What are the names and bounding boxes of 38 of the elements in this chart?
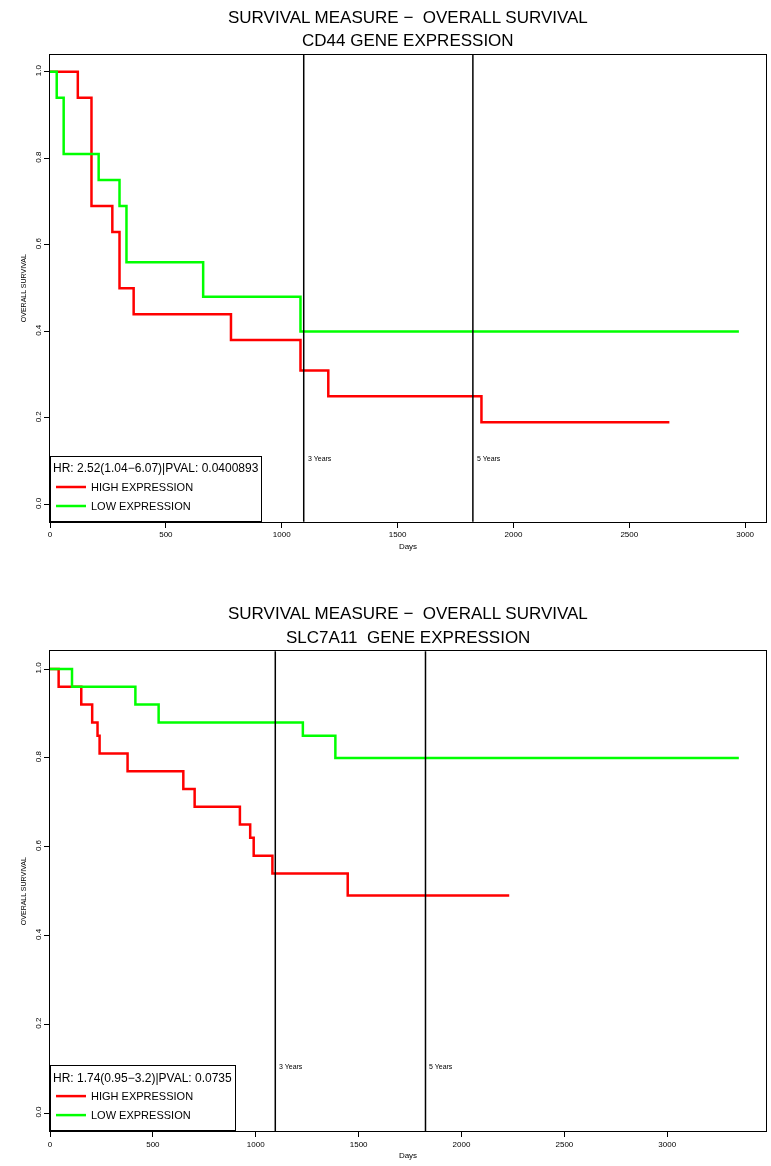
- y-tick-label: 0.0: [33, 497, 43, 509]
- chart-title: SURVIVAL MEASURE − OVERALL SURVIVAL: [228, 8, 588, 27]
- y-tick-label: 0.4: [33, 928, 43, 940]
- y-tick-label: 1.0: [33, 661, 43, 674]
- x-axis-title: Days: [398, 541, 418, 551]
- legend-label: HIGH EXPRESSION: [91, 481, 194, 494]
- y-tick-label: 0.2: [33, 410, 43, 423]
- x-tick-label: 3000: [736, 530, 755, 540]
- y-tick-label: 1.0: [33, 64, 43, 77]
- legend-label: LOW EXPRESSION: [91, 1109, 191, 1122]
- x-tick-label: 2500: [555, 1139, 574, 1149]
- x-tick-label: 500: [146, 1139, 161, 1149]
- y-tick-label: 0.4: [33, 324, 43, 336]
- y-tick-label: 0.8: [33, 750, 43, 763]
- y-tick-label: 0.2: [33, 1017, 43, 1029]
- y-tick-label: 0.6: [33, 237, 43, 250]
- x-tick-label: 2000: [504, 530, 523, 540]
- x-tick-label: 1500: [388, 530, 408, 540]
- x-tick-label: 1500: [349, 1139, 369, 1149]
- legend-label: HIGH EXPRESSION: [91, 1090, 194, 1103]
- x-tick-label: 0: [47, 530, 53, 540]
- legend-label: LOW EXPRESSION: [91, 500, 191, 513]
- x-tick-label: 500: [159, 530, 174, 540]
- x-tick-label: 2500: [620, 530, 639, 540]
- x-tick-label: 3000: [658, 1139, 677, 1149]
- legend-title: HR: 1.74(0.95−3.2)|PVAL: 0.0735: [53, 1070, 232, 1085]
- legend-title: HR: 2.52(1.04−6.07)|PVAL: 0.0400893: [53, 461, 259, 476]
- x-tick-label: 0: [47, 1139, 53, 1149]
- y-tick-label: 0.6: [33, 839, 43, 852]
- chart-subtitle: SLC7A11 GENE EXPRESSION: [286, 628, 531, 647]
- chart-subtitle: CD44 GENE EXPRESSION: [302, 31, 514, 50]
- chart-title: SURVIVAL MEASURE − OVERALL SURVIVAL: [228, 604, 588, 623]
- x-tick-label: 1000: [246, 1139, 266, 1149]
- x-axis-title: Days: [398, 1150, 418, 1160]
- x-tick-label: 2000: [452, 1139, 471, 1149]
- y-tick-label: 0.0: [33, 1105, 43, 1118]
- x-tick-label: 1000: [272, 530, 292, 540]
- y-tick-label: 0.8: [33, 151, 43, 163]
